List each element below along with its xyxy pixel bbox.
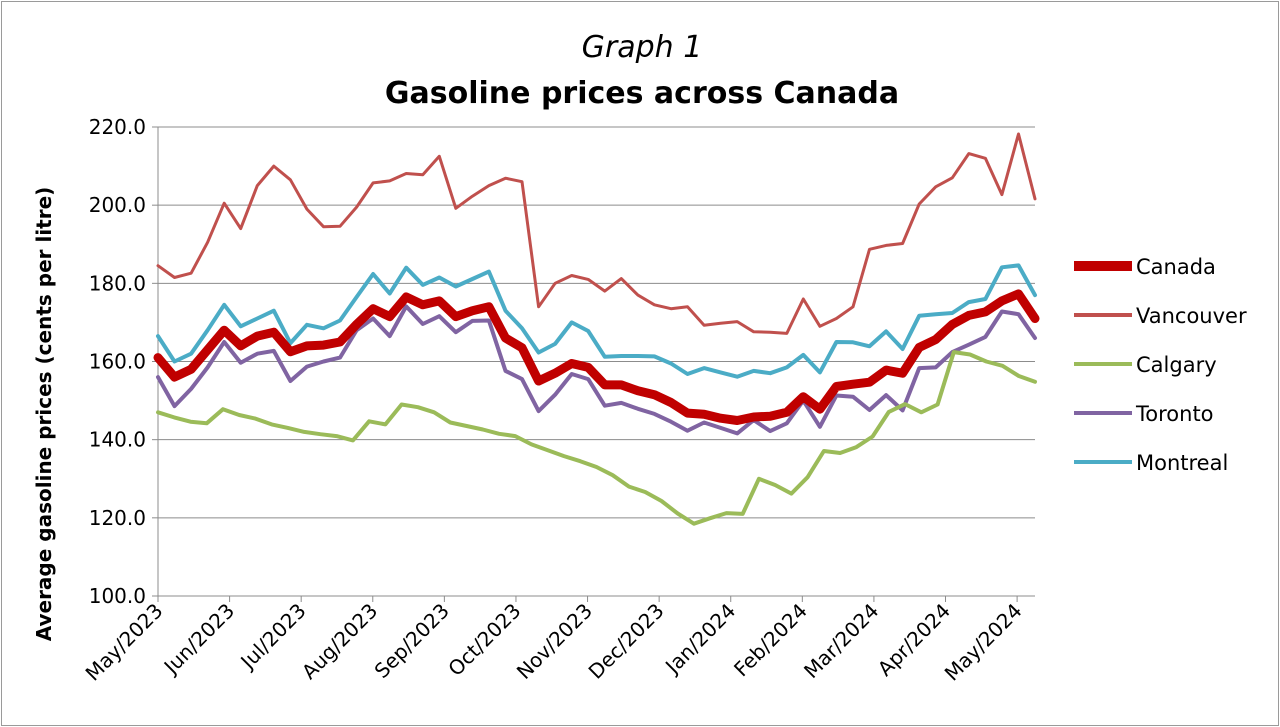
series-lines [153,132,1040,526]
y-tick-label: 200.0 [89,193,146,217]
chart-title: Gasoline prices across Canada [385,76,899,111]
x-tick-label: Dec/2023 [584,599,669,684]
legend-label-vancouver: Vancouver [1136,304,1247,328]
x-tick-label: May/2023 [81,599,168,686]
y-tick-label: 120.0 [89,506,146,530]
gridlines [158,126,1035,597]
y-tick-label: 100.0 [89,584,146,608]
legend-label-canada: Canada [1136,255,1216,279]
x-tick-label: Mar/2024 [799,599,883,683]
x-tick-label: Sep/2023 [370,599,454,683]
series-line-canada [153,289,1040,425]
series-line-calgary [156,350,1037,526]
x-tick-label: Nov/2023 [512,599,597,684]
x-tick-label: Jun/2023 [158,599,239,680]
x-tick-label: Aug/2023 [297,599,382,684]
legend-label-calgary: Calgary [1136,353,1217,377]
legend-label-toronto: Toronto [1135,402,1214,426]
series-line-toronto [156,304,1037,436]
y-tick-label: 180.0 [89,271,146,295]
y-tick-label: 140.0 [89,428,146,452]
legend-label-montreal: Montreal [1136,451,1228,475]
chart-supertitle: Graph 1 [582,30,703,65]
legend: Canada Vancouver Calgary Toronto Montreal [1074,255,1247,475]
x-tick-label: Feb/2024 [729,599,812,682]
y-tick-label: 220.0 [89,115,146,139]
series-line-vancouver [156,132,1037,335]
series-line-montreal [156,263,1037,379]
x-tick-label: Jan/2024 [659,599,740,680]
y-axis-label: Average gasoline prices (cents per litre… [32,187,56,642]
x-tick-label: May/2024 [940,599,1027,686]
y-tick-label: 160.0 [89,350,146,374]
